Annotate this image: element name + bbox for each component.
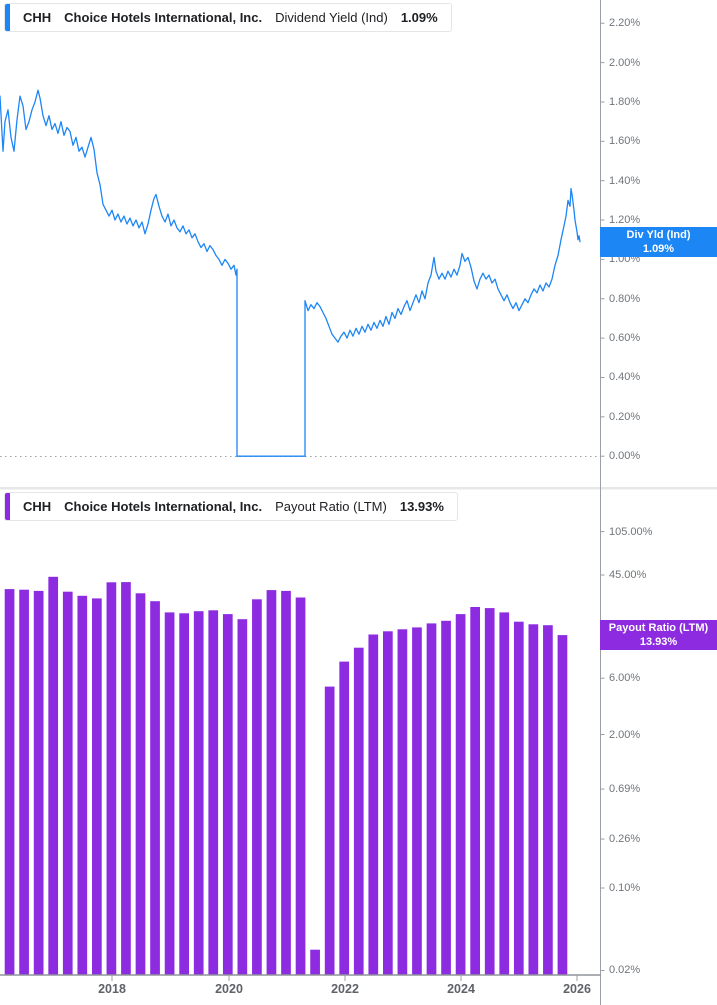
ticker-symbol: CHH: [23, 10, 52, 25]
legend-accent-bar-blue: [5, 4, 10, 31]
payout-ratio-bar[interactable]: [513, 621, 524, 975]
payout-ratio-legend: CHH Choice Hotels International, Inc. Pa…: [4, 492, 458, 521]
payout-ratio-bar[interactable]: [353, 647, 364, 975]
y-axis-tick-label: 0.60%: [609, 332, 641, 345]
payout-ratio-bar[interactable]: [281, 590, 291, 975]
badge-current-value: 1.09%: [642, 243, 675, 255]
payout-ratio-bar[interactable]: [499, 612, 510, 975]
payout-ratio-bar[interactable]: [266, 590, 277, 975]
y-axis-tick-label: 0.69%: [609, 783, 641, 796]
payout-ratio-bar[interactable]: [19, 589, 29, 975]
x-axis-year-label: 2024: [447, 982, 475, 996]
legend-accent-bar-purple: [5, 493, 10, 520]
ticker-symbol: CHH: [23, 499, 52, 514]
metric-name: Dividend Yield (Ind): [275, 10, 388, 25]
y-axis-tick-label: 0.10%: [609, 882, 641, 894]
badge-series-label: Div Yld (Ind): [626, 228, 691, 241]
payout-ratio-bar[interactable]: [222, 614, 233, 975]
panel-divider: [0, 487, 717, 490]
payout-ratio-bar[interactable]: [324, 686, 335, 975]
payout-ratio-bar[interactable]: [412, 627, 422, 975]
metric-name: Payout Ratio (LTM): [275, 499, 387, 514]
payout-ratio-bar[interactable]: [455, 614, 466, 975]
payout-ratio-bar[interactable]: [92, 598, 102, 975]
payout-ratio-bar[interactable]: [150, 601, 160, 975]
y-axis-tick-label: 2.00%: [609, 56, 641, 69]
div-yld-axis-badge: Div Yld (Ind) 1.09%: [600, 227, 717, 257]
payout-ratio-bar[interactable]: [193, 611, 204, 975]
payout-ratio-bar[interactable]: [121, 582, 131, 975]
payout-ratio-bar[interactable]: [383, 631, 393, 975]
payout-ratio-bar[interactable]: [557, 635, 568, 975]
payout-ratio-axis-badge: Payout Ratio (LTM) 13.93%: [600, 620, 717, 650]
company-name: Choice Hotels International, Inc.: [64, 499, 263, 514]
y-axis-tick-label: 1.60%: [609, 135, 641, 148]
payout-ratio-bar[interactable]: [164, 612, 175, 975]
payout-ratio-bar[interactable]: [339, 661, 350, 975]
payout-ratio-bar[interactable]: [252, 599, 262, 975]
payout-ratio-bar[interactable]: [543, 625, 553, 975]
payout-ratio-bar[interactable]: [310, 949, 320, 975]
payout-ratio-bar[interactable]: [77, 595, 88, 975]
y-axis-tick-label: 2.00%: [609, 728, 641, 741]
y-axis-tick-label: 1.20%: [609, 214, 641, 227]
payout-ratio-bar[interactable]: [4, 589, 15, 975]
payout-ratio-bar[interactable]: [426, 623, 437, 975]
payout-ratio-bar[interactable]: [441, 620, 451, 975]
payout-ratio-bar[interactable]: [397, 629, 408, 975]
badge-series-label: Payout Ratio (LTM): [608, 621, 709, 634]
payout-ratio-bar[interactable]: [237, 619, 248, 975]
payout-ratio-bars: [4, 576, 568, 975]
y-axis-tick-label: 1.80%: [609, 95, 641, 108]
metric-value: 1.09%: [400, 10, 438, 25]
y-axis-tick-label: 0.20%: [609, 410, 641, 423]
payout-ratio-bar[interactable]: [470, 607, 480, 975]
dividend-yield-line: [0, 89, 581, 457]
y-axis-tick-label: 2.20%: [609, 17, 641, 30]
dividend-yield-legend: CHH Choice Hotels International, Inc. Di…: [4, 3, 452, 32]
payout-ratio-bar[interactable]: [368, 634, 379, 975]
payout-ratio-bar[interactable]: [179, 613, 189, 975]
badge-current-value: 13.93%: [639, 636, 678, 648]
payout-ratio-bar[interactable]: [62, 591, 73, 975]
y-axis-tick-label: 45.00%: [609, 569, 647, 581]
payout-ratio-bar[interactable]: [48, 576, 59, 975]
y-axis-tick-label: 0.80%: [609, 292, 641, 305]
payout-ratio-bar[interactable]: [528, 624, 539, 975]
payout-ratio-bar[interactable]: [484, 608, 495, 975]
x-axis-year-label: 2018: [98, 982, 126, 996]
payout-ratio-bar[interactable]: [106, 582, 117, 975]
payout-ratio-bar[interactable]: [208, 610, 219, 975]
payout-ratio-bar[interactable]: [135, 593, 146, 975]
x-axis-year-label: 2026: [563, 982, 591, 996]
y-axis-tick-label: 0.40%: [609, 371, 641, 384]
y-axis-tick-label: 105.00%: [609, 525, 653, 538]
y-axis-tick-label: 0.26%: [609, 833, 641, 846]
x-axis-year-label: 2022: [331, 982, 359, 996]
y-axis-tick-label: 0.02%: [609, 964, 641, 977]
payout-ratio-bar[interactable]: [295, 597, 306, 975]
y-axis-tick-label: 0.00%: [609, 450, 641, 463]
y-axis-tick-label: 1.40%: [609, 174, 641, 187]
x-axis-year-label: 2020: [215, 982, 243, 996]
payout-ratio-bar[interactable]: [33, 590, 44, 975]
company-name: Choice Hotels International, Inc.: [64, 10, 263, 25]
metric-value: 13.93%: [399, 499, 444, 514]
y-axis-tick-label: 6.00%: [609, 672, 641, 685]
